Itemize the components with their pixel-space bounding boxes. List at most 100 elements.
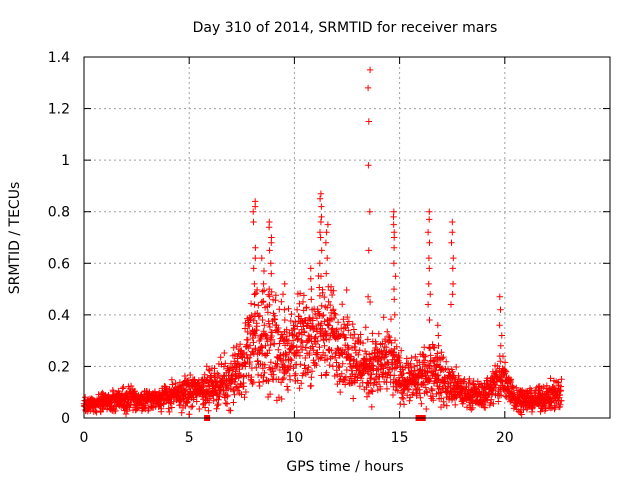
data-point [351,331,358,338]
data-point [318,203,325,210]
data-point [323,356,331,363]
data-point [444,365,452,373]
x-tick-label: 0 [80,430,89,446]
data-point [183,399,190,407]
data-point [333,359,340,366]
data-point [262,342,269,349]
data-point [217,354,224,361]
data-point [321,342,328,349]
data-point [304,320,312,327]
data-point [390,352,397,360]
data-point [131,387,138,395]
data-point [380,314,387,321]
data-point [406,397,413,404]
data-point [178,409,185,416]
data-point [261,322,268,329]
data-point [308,285,315,293]
data-point [391,296,398,303]
y-tick-label: 0.2 [48,359,70,375]
data-point [396,359,403,366]
data-point [390,213,397,221]
data-point [279,331,287,338]
data-points [80,66,565,418]
data-point [558,376,565,383]
data-point [293,347,300,354]
data-point [321,293,328,301]
data-point [426,208,433,215]
data-point [328,347,335,354]
data-point [411,363,418,370]
data-point [389,361,396,368]
data-point [246,342,254,349]
data-point [169,381,176,388]
data-point [283,383,291,390]
data-point [257,333,265,341]
data-point [343,286,350,294]
chart-title: Day 310 of 2014, SRMTID for receiver mar… [193,20,498,36]
data-point [266,390,274,398]
data-point [316,260,323,267]
data-point [317,218,325,226]
data-point [344,346,352,353]
data-point [266,301,273,309]
data-point [363,384,370,391]
data-point [318,302,325,309]
data-point [449,265,456,272]
data-point [227,407,234,414]
data-point [557,383,565,390]
data-point [222,399,229,407]
data-point [268,239,275,246]
data-point [452,401,459,409]
data-point [269,368,277,375]
data-point [307,265,314,272]
data-point [258,254,265,262]
data-point [215,396,222,403]
data-point [537,408,544,415]
data-point [242,388,250,396]
data-point [313,315,321,322]
data-point [316,344,323,351]
data-point [284,386,292,394]
data-point [377,385,384,393]
data-point [296,300,303,307]
data-point [87,407,94,414]
data-point [382,337,389,345]
data-point [438,355,446,362]
data-point [430,397,437,404]
data-point [320,311,327,319]
data-point [491,381,499,389]
data-point [302,354,309,362]
data-point [271,315,279,323]
data-point [366,298,374,306]
data-point [518,411,525,418]
data-point [268,270,275,277]
data-point [375,330,382,337]
data-point [343,366,350,374]
data-point [391,372,398,379]
data-point [281,280,288,288]
data-point [435,332,442,339]
data-point [490,400,497,407]
data-point [323,229,330,236]
data-point [261,361,268,369]
data-point [359,339,367,347]
data-point [294,349,302,356]
data-point [270,371,277,378]
data-point [308,296,315,303]
data-point [251,291,258,298]
data-point [372,353,379,360]
data-point [393,364,400,371]
data-point [341,381,349,388]
data-point [327,301,334,309]
data-point [426,265,433,272]
data-point [365,162,372,169]
data-point [340,321,348,328]
data-point [260,280,267,288]
data-point [256,312,264,319]
data-point [260,287,268,294]
data-point [294,323,301,330]
data-point [355,351,362,358]
data-point [325,298,332,305]
data-point [260,267,268,275]
